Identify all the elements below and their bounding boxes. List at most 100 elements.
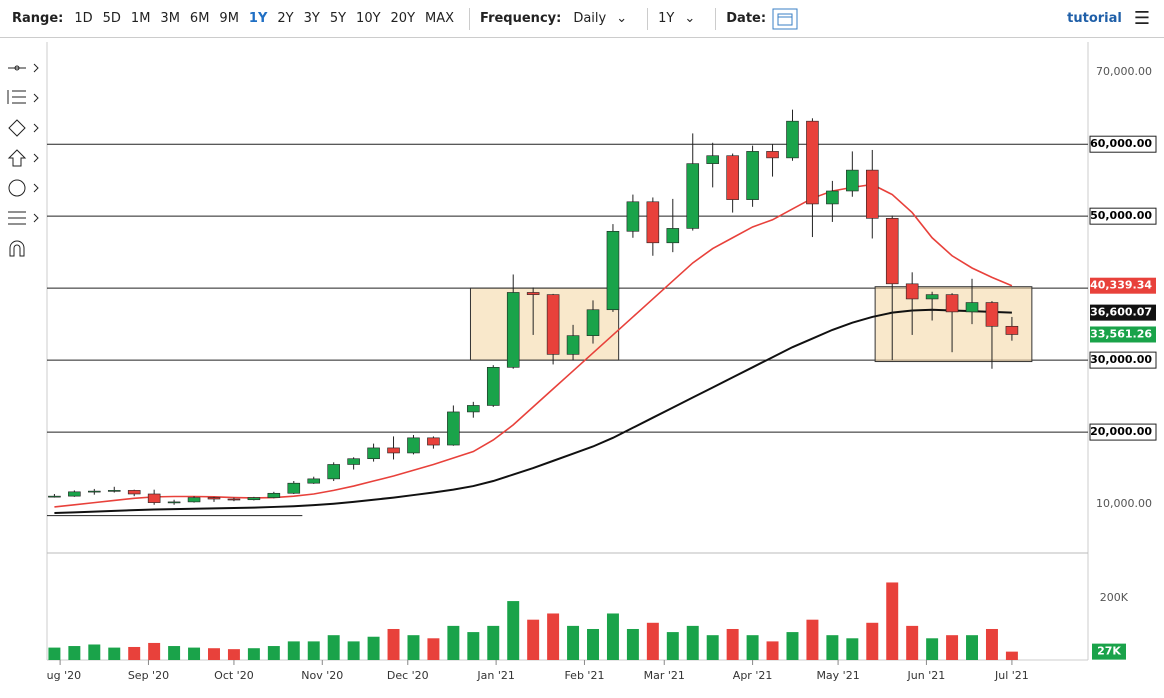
volume-bar <box>646 622 659 660</box>
candle-body <box>107 490 121 492</box>
candle-body <box>147 493 161 503</box>
period-select[interactable]: 1Y <box>658 11 675 26</box>
candle-body <box>686 163 700 229</box>
volume-bar <box>766 641 779 660</box>
candle-body <box>167 501 181 504</box>
candle-body <box>187 497 201 503</box>
volume-bar <box>168 646 181 660</box>
x-tick-label: Aug '20 <box>39 669 81 682</box>
price-label-box <box>1090 277 1156 294</box>
candle-body <box>786 120 799 159</box>
range-button[interactable]: 9M <box>219 11 239 26</box>
x-tick-label: Nov '20 <box>301 669 343 682</box>
range-button[interactable]: 3M <box>160 11 180 26</box>
candle-body <box>746 151 759 200</box>
volume-bar <box>786 632 799 660</box>
range-button[interactable]: 10Y <box>356 11 381 26</box>
tool-fib[interactable] <box>7 90 39 104</box>
range-button[interactable]: 5D <box>102 11 121 26</box>
candle-body <box>766 151 779 159</box>
frequency-select[interactable]: Daily <box>573 11 607 26</box>
volume-bar <box>946 635 959 660</box>
volume-bar <box>208 648 220 660</box>
candle-body <box>247 497 261 501</box>
x-tick-label: Oct '20 <box>214 669 254 682</box>
candle-body <box>367 447 380 460</box>
candle-body <box>447 411 460 446</box>
candle-body <box>486 367 500 406</box>
tutorial-link[interactable]: tutorial <box>1067 11 1122 26</box>
tool-arrow[interactable] <box>7 149 39 167</box>
range-button[interactable]: 1M <box>130 11 151 26</box>
y-tick-box <box>1089 351 1157 369</box>
x-tick-label: Jun '21 <box>907 669 946 682</box>
candle-body <box>846 169 859 192</box>
candle-body <box>427 437 440 446</box>
range-button[interactable]: 5Y <box>329 11 347 26</box>
candle-body <box>327 464 340 480</box>
candle-body <box>566 335 580 355</box>
range-buttons: 1D 5D 1M 3M 6M 9M 1Y 2Y 3Y 5Y 10Y 20Y MAX <box>69 11 459 26</box>
x-tick-label: Apr '21 <box>733 669 773 682</box>
range-button[interactable]: 3Y <box>303 11 320 26</box>
range-button[interactable]: 1Y <box>248 11 268 26</box>
candle-body <box>227 498 241 501</box>
moving-average <box>54 308 1012 515</box>
volume-bar <box>367 636 380 660</box>
candle-body <box>826 190 839 205</box>
drawing-tools <box>7 63 39 257</box>
x-tick-label: Sep '20 <box>128 669 169 682</box>
volume-bar <box>467 632 480 660</box>
volume-bar <box>188 647 201 660</box>
candle-body <box>985 302 999 327</box>
tool-indicator[interactable] <box>8 211 39 225</box>
candle-body <box>806 120 819 205</box>
volume-bar <box>966 635 979 660</box>
candle-body <box>407 437 420 454</box>
range-button[interactable]: 2Y <box>277 11 294 26</box>
volume-bar <box>746 635 759 660</box>
volume-bar <box>487 625 500 660</box>
y-tick-box <box>1089 423 1157 441</box>
volume-bar <box>128 646 141 660</box>
candle-body <box>606 230 620 311</box>
candle-body <box>267 492 281 498</box>
range-label: Range: <box>12 11 64 26</box>
candle-body <box>307 478 321 484</box>
candle-body <box>48 495 61 498</box>
tool-note[interactable] <box>8 179 39 197</box>
volume-bar <box>886 582 899 660</box>
tool-line[interactable] <box>8 63 39 73</box>
volume-bar <box>287 641 300 660</box>
menu-button[interactable]: ☰ <box>1133 8 1150 29</box>
range-button[interactable]: MAX <box>425 11 455 26</box>
tool-magnet[interactable] <box>9 240 25 257</box>
x-tick-label: Jul '21 <box>994 669 1029 682</box>
y-tick-label: 50,000.00 <box>1090 209 1152 222</box>
calendar-button[interactable] <box>772 8 798 30</box>
volume-bar <box>866 622 879 660</box>
volume-bar <box>626 628 639 660</box>
candle-body <box>347 458 360 465</box>
x-axis: Aug '20 Sep '20 Oct '20 Nov '20 Dec '20 Jan '… <box>39 660 1029 682</box>
volume-label: 27K <box>1097 645 1121 658</box>
volume-bar <box>985 628 998 660</box>
range-button[interactable]: 20Y <box>390 11 416 26</box>
volume-bar <box>447 625 460 660</box>
tool-shape[interactable] <box>8 119 39 137</box>
volume-bar <box>407 635 420 660</box>
candle-body <box>646 201 660 244</box>
volume-tick-label: 200K <box>1100 591 1129 604</box>
range-button[interactable]: 6M <box>189 11 210 26</box>
candle-body <box>905 283 919 300</box>
x-tick-label: Dec '20 <box>387 669 429 682</box>
candle-body <box>207 497 221 500</box>
range-button[interactable]: 1D <box>74 11 93 26</box>
volume-bar <box>547 613 560 660</box>
candle-body <box>706 155 719 164</box>
candle-body <box>965 302 979 313</box>
candle-body <box>586 309 600 336</box>
candle-body <box>127 490 141 495</box>
volume-bar <box>148 642 161 660</box>
